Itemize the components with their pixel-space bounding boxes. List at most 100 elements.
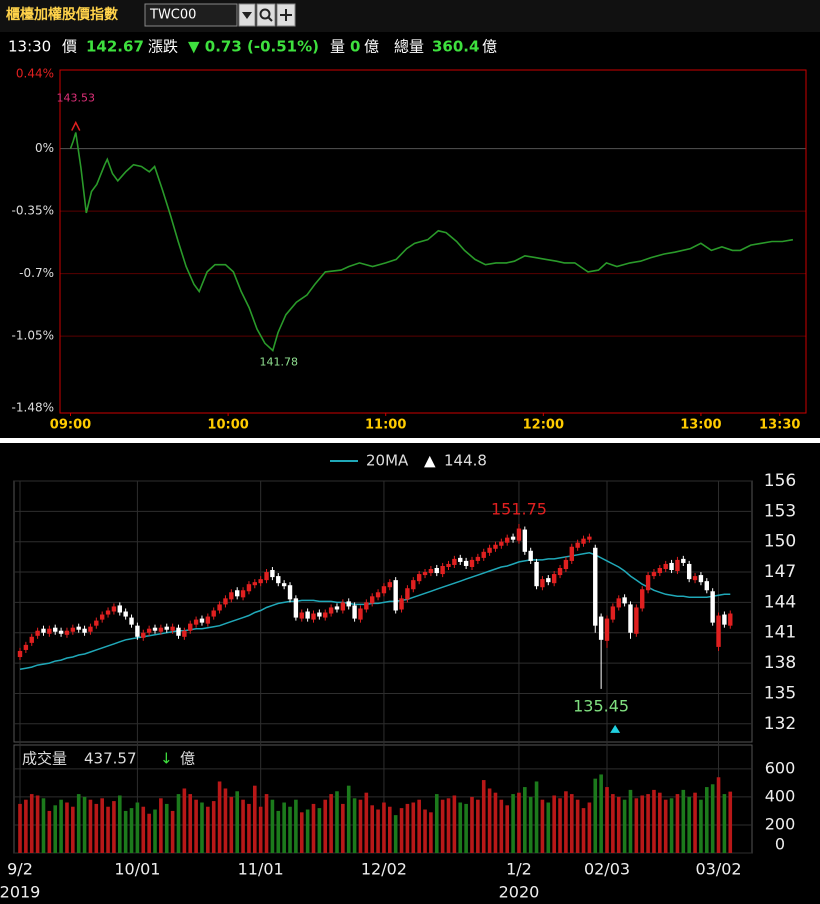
volume-bar [534, 781, 539, 853]
candle-body [716, 615, 721, 647]
volume-bar [429, 812, 433, 853]
volume-bar [352, 798, 357, 853]
candle-body [405, 588, 410, 600]
candle-body [463, 560, 469, 566]
candle-body [428, 569, 434, 574]
x-tick-label: 02/03 [584, 860, 630, 879]
volume-bar [117, 795, 122, 853]
candle-body [604, 618, 610, 641]
price: 142.67 [86, 38, 144, 56]
candle-body [41, 628, 46, 633]
volume-bar [675, 794, 680, 853]
volume-bar [611, 794, 615, 853]
candle-body [698, 575, 704, 583]
volume-bar [423, 809, 427, 853]
volume-bar [693, 792, 697, 853]
y-tick-label: 0 [775, 835, 785, 854]
volume-bar [305, 809, 310, 853]
candle-body [352, 605, 357, 619]
candle-body [35, 630, 40, 636]
code-text[interactable]: TWC00 [149, 8, 196, 23]
volume-bar [640, 795, 645, 853]
y-tick-label: 132 [764, 714, 796, 734]
volume-bar [523, 787, 527, 853]
volume-bar [29, 794, 34, 853]
candle-body [264, 572, 269, 581]
candle-body [182, 630, 187, 637]
candle-body [340, 602, 346, 611]
volume-bar [358, 799, 363, 853]
volume-bar [346, 785, 351, 853]
label: 漲跌 [148, 38, 178, 56]
volume-bar [699, 799, 703, 853]
volume-bar [147, 813, 151, 853]
candle-body [287, 585, 293, 600]
volume-bar [616, 796, 621, 853]
y-tick-label: 144 [764, 592, 796, 612]
y-tick-label: 147 [764, 562, 796, 582]
volume-bar [722, 794, 727, 853]
candle-body [546, 578, 551, 583]
volume-bar [605, 787, 609, 853]
candle-body [223, 598, 228, 605]
volume-bar [247, 803, 251, 853]
candle-body [722, 614, 727, 625]
volume-bar [405, 803, 410, 853]
candle-body [82, 628, 87, 633]
volume-bar [112, 801, 116, 853]
volume-bar [106, 806, 110, 853]
volume-bar [476, 799, 480, 853]
high-label: 143.53 [57, 92, 96, 105]
x-tick-label: 10:00 [207, 418, 248, 433]
candle-body [469, 559, 475, 567]
candle-body [117, 605, 122, 613]
volume: 0 [350, 38, 360, 56]
candle-body [411, 580, 416, 590]
volume-bar [417, 799, 421, 853]
candle-body [188, 623, 193, 631]
volume-bar [335, 791, 339, 853]
candle-body [370, 596, 375, 604]
volume-bar [241, 799, 245, 853]
candle-body [645, 575, 651, 591]
volume-bar [71, 806, 75, 853]
candle-body [393, 580, 398, 611]
candle-body [651, 572, 657, 577]
volume-unit: 億 [180, 750, 195, 768]
volume-bar [100, 798, 104, 853]
candle-body [422, 572, 428, 576]
candle-body [540, 579, 545, 588]
volume-bar [517, 792, 521, 853]
candle-body [434, 568, 439, 574]
candle-body [475, 556, 481, 561]
volume-bar [511, 794, 515, 853]
x-tick-label: 1/2 [506, 860, 532, 879]
volume-bar [540, 799, 545, 853]
search-icon [267, 16, 273, 22]
candle-body [634, 607, 639, 634]
candle-body [99, 614, 105, 620]
candle-body [252, 582, 257, 586]
candle-body [534, 561, 539, 587]
volume-bar [622, 799, 627, 853]
volume-bar [646, 794, 650, 853]
search-icon [259, 8, 271, 20]
candle-body [387, 582, 393, 588]
code-input[interactable] [144, 3, 238, 27]
candle-body [528, 550, 533, 561]
y-tick-label: 141 [764, 623, 796, 643]
candle-body [551, 574, 557, 584]
volume-bar [129, 808, 134, 853]
volume-title: 成交量 [22, 750, 67, 768]
volume-bar [710, 784, 715, 853]
low-label: 135.45 [573, 696, 629, 715]
x-tick-label: 9/2 [7, 860, 33, 879]
volume-bar [253, 785, 257, 853]
volume-bar [41, 798, 46, 853]
volume-bar [88, 799, 93, 853]
candle-body [575, 542, 580, 548]
x-tick-label: 03/02 [695, 860, 741, 879]
candle-body [199, 618, 205, 623]
volume-bar [452, 795, 457, 853]
